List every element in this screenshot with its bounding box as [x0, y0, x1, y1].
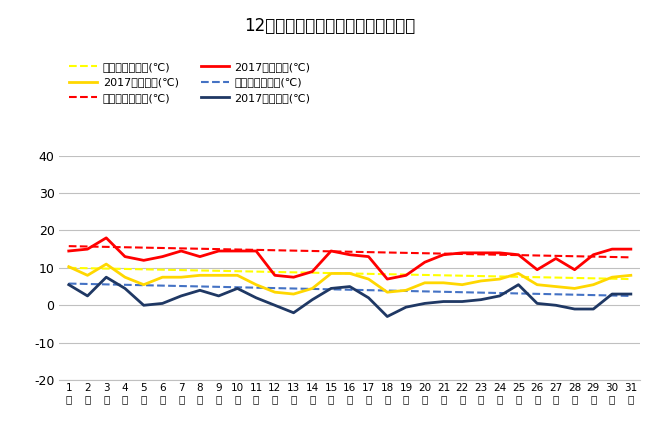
Text: 12月最高・最低・平均気温（日別）: 12月最高・最低・平均気温（日別） — [244, 17, 416, 35]
Legend: 平均気温平年値(℃), 2017平均気温(℃), 最高気温平年値(℃), 2017最高気温(℃), 最低気温平年値(℃), 2017最低気温(℃): 平均気温平年値(℃), 2017平均気温(℃), 最高気温平年値(℃), 201… — [65, 57, 315, 108]
